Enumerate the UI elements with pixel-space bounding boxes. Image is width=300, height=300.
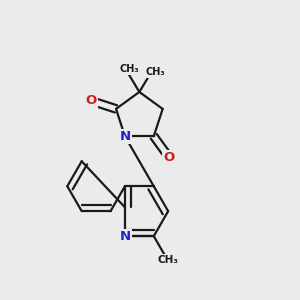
Text: CH₃: CH₃ bbox=[158, 254, 179, 265]
Text: O: O bbox=[164, 151, 175, 164]
Text: N: N bbox=[119, 130, 130, 143]
Text: CH₃: CH₃ bbox=[120, 64, 139, 74]
Text: CH₃: CH₃ bbox=[146, 67, 165, 77]
Text: O: O bbox=[86, 94, 97, 107]
Text: N: N bbox=[119, 230, 130, 243]
